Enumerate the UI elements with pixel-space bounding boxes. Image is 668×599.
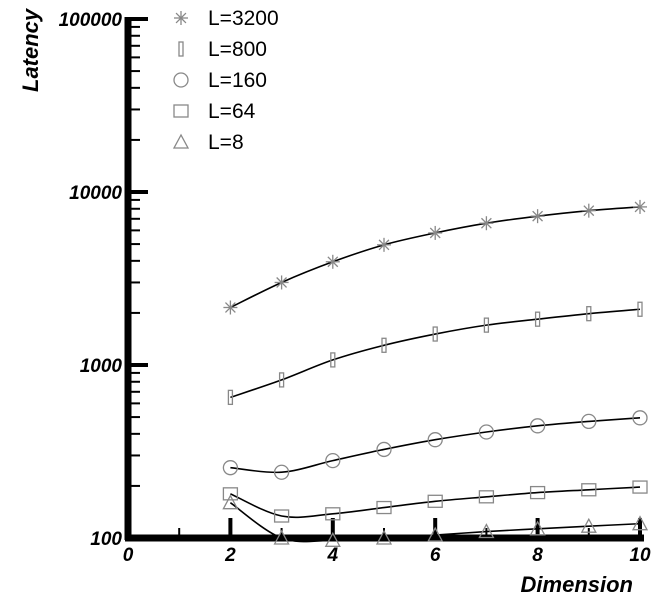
data-point [432,326,438,342]
data-point [325,254,340,269]
data-point [478,424,495,440]
y-tick-label: 100000 [59,10,123,31]
series-line [230,308,641,399]
data-point [377,237,391,252]
series-l-160 [222,410,648,480]
legend-marker [173,104,189,118]
series-line [230,206,641,309]
legend-item: L=800 [178,38,267,61]
data-point [483,317,490,333]
legend-label: L=64 [208,100,256,123]
legend-item: L=3200 [174,7,279,30]
legend: L=3200 L=800 L=160 L=64 L=8 [172,7,279,154]
data-point [222,487,239,501]
data-point [632,480,648,494]
data-point [529,520,546,536]
data-point [581,203,596,218]
data-point [479,216,494,231]
x-tick-label: 2 [224,545,236,566]
data-point [376,441,392,458]
x-tick-label: 0 [123,545,134,566]
data-point [478,523,495,539]
data-point [223,300,238,315]
y-tick-label: 10000 [69,183,122,204]
legend-label: L=8 [208,131,244,154]
data-point [325,507,341,521]
series-layer [222,199,649,547]
data-point [478,490,495,504]
data-point [324,531,341,547]
data-point [274,275,289,290]
data-point [273,464,290,480]
y-axis-title: Latency [18,7,43,92]
data-point [586,306,592,322]
data-point [330,352,336,368]
legend-item: L=160 [173,69,267,92]
data-point [273,509,290,523]
data-point [273,529,290,545]
data-point [581,413,597,430]
legend-label: L=3200 [208,7,279,30]
data-point [375,529,393,545]
x-tick-label: 6 [430,545,441,566]
x-tick-label: 10 [629,545,651,566]
data-point [427,526,444,542]
data-point [534,311,541,327]
y-tick-label: 100 [90,529,122,550]
data-point [222,460,239,476]
data-point [222,494,239,510]
series-l-8 [222,494,649,547]
data-point [278,372,285,388]
data-point [427,494,443,508]
x-tick-label: 4 [327,545,339,566]
legend-marker [173,72,189,88]
x-axis-title: Dimension [521,572,633,597]
data-point [581,483,597,497]
data-point [637,301,643,317]
legend-item: L=64 [173,100,256,123]
x-tick-label: 8 [532,545,543,566]
series-l-800 [227,301,643,406]
data-point [381,337,387,353]
legend-marker [172,133,190,149]
series-line [230,417,641,474]
series-line [229,502,641,543]
data-point [428,225,443,240]
data-point [529,418,546,434]
axes: 100 1000 10000 100000 0 2 4 6 8 10 [59,10,651,566]
legend-item: L=8 [172,131,244,154]
series-l-3200 [223,199,647,315]
series-line [230,486,641,519]
data-point [529,485,546,500]
series-l-64 [222,480,648,523]
legend-label: L=800 [208,38,267,61]
data-point [632,410,648,426]
data-point [633,199,647,214]
data-point [530,209,545,224]
legend-marker [178,41,184,57]
data-point [427,432,443,448]
legend-marker [174,11,188,25]
data-point [227,389,234,406]
data-point [631,515,649,531]
data-point [376,500,392,515]
data-point [580,517,597,533]
legend-label: L=160 [208,69,267,92]
y-tick-label: 1000 [80,356,123,377]
data-point [325,452,341,469]
